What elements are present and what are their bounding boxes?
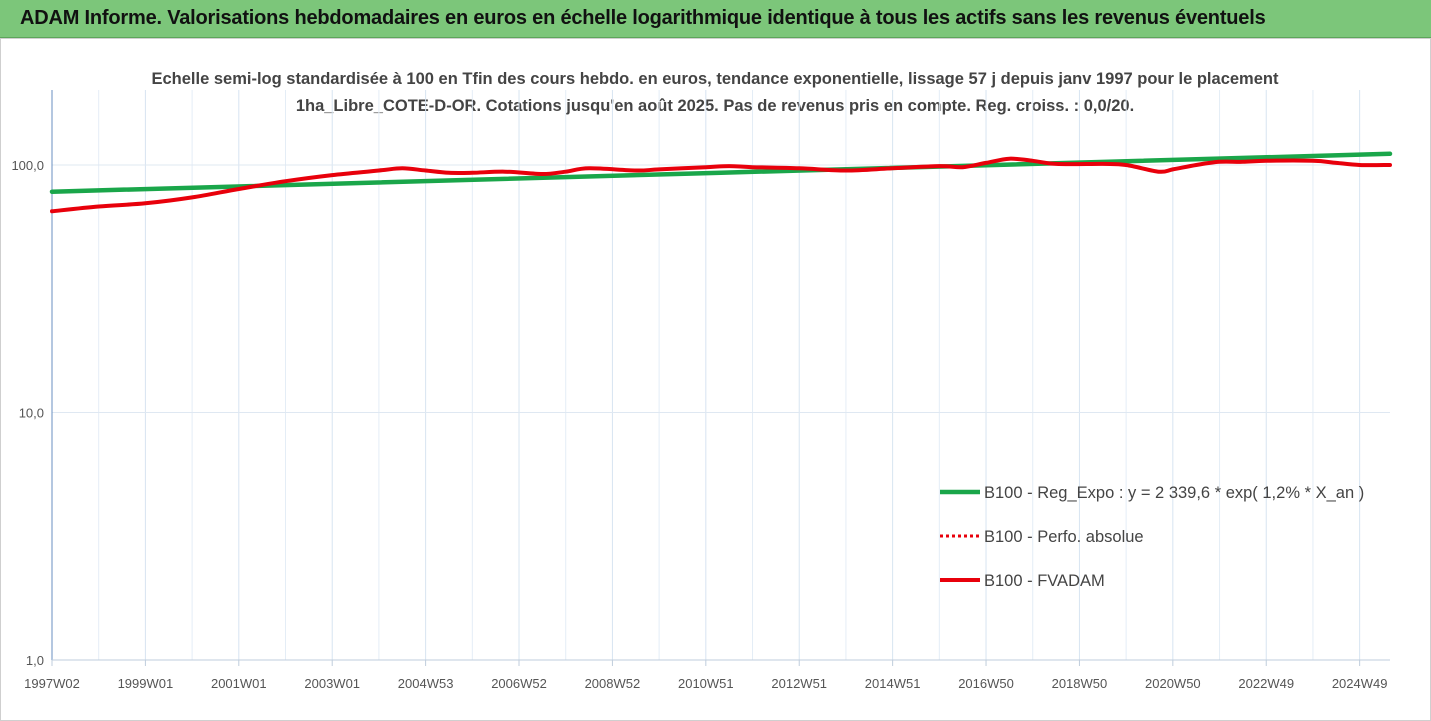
legend-item-regression-label: B100 - Reg_Expo : y = 2 339,6 * exp( 1,2… xyxy=(984,484,1364,502)
x-tick-label: 1999W01 xyxy=(118,676,174,691)
x-tick-label: 2022W49 xyxy=(1238,676,1294,691)
x-tick-label: 2014W51 xyxy=(865,676,921,691)
x-tick-label: 2004W53 xyxy=(398,676,454,691)
x-tick-label: 2024W49 xyxy=(1332,676,1388,691)
x-tick-label: 2006W52 xyxy=(491,676,547,691)
report-header: ADAM Informe. Valorisations hebdomadaire… xyxy=(0,0,1431,38)
legend-item-fvadam-label: B100 - FVADAM xyxy=(984,572,1105,590)
legend-item-perfo-absolue-label: B100 - Perfo. absolue xyxy=(984,528,1144,546)
series-fvadam-line xyxy=(50,156,1392,214)
x-tick-label: 2001W01 xyxy=(211,676,267,691)
x-tick-label: 2003W01 xyxy=(304,676,360,691)
y-tick-label: 1,0 xyxy=(26,653,44,668)
x-tick-label: 2016W50 xyxy=(958,676,1014,691)
x-tick-label: 2018W50 xyxy=(1052,676,1108,691)
chart-title: Echelle semi-log standardisée à 100 en T… xyxy=(151,70,1279,115)
report-title: ADAM Informe. Valorisations hebdomadaire… xyxy=(20,7,1266,29)
x-tick-label: 2008W52 xyxy=(585,676,641,691)
y-tick-label: 100,0 xyxy=(11,158,44,173)
y-tick-label: 10,0 xyxy=(19,406,44,421)
series-regression-line xyxy=(49,151,1393,194)
x-tick-label: 2012W51 xyxy=(771,676,827,691)
x-tick-label: 1997W02 xyxy=(24,676,80,691)
x-tick-label: 2020W50 xyxy=(1145,676,1201,691)
x-tick-label: 2010W51 xyxy=(678,676,734,691)
